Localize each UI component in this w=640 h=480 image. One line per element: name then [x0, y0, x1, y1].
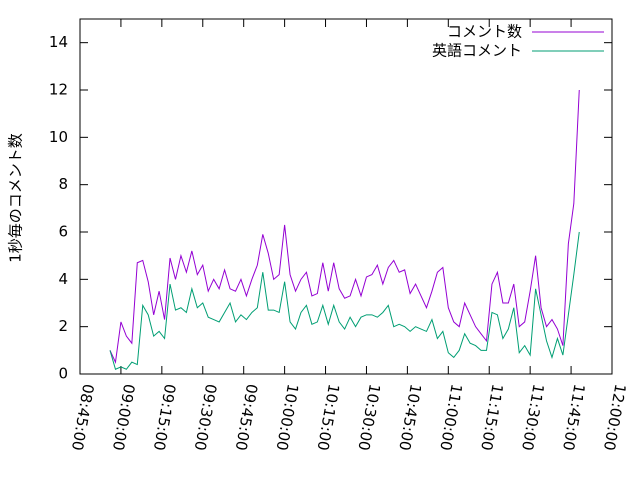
legend-label: 英語コメント — [432, 42, 522, 60]
x-tick-label: 09:45:00 — [232, 383, 261, 452]
y-tick-label: 2 — [58, 317, 68, 335]
series-line — [109, 231, 580, 370]
y-axis-label: 1秒毎のコメント数 — [7, 133, 25, 263]
x-tick-label: 11:15:00 — [477, 383, 506, 452]
x-tick-label: 10:30:00 — [354, 383, 383, 452]
y-tick-label: 14 — [49, 33, 68, 51]
x-tick-label: 08:45:00 — [68, 383, 97, 452]
x-tick-label: 11:45:00 — [559, 383, 588, 452]
x-tick-label: 10:15:00 — [313, 383, 342, 452]
legend-label: コメント数 — [447, 23, 522, 41]
x-tick-label: 10:00:00 — [273, 383, 302, 452]
y-tick-label: 4 — [58, 270, 68, 288]
plot-border — [79, 18, 613, 375]
y-tick-label: 10 — [49, 128, 68, 146]
y-tick-label: 0 — [58, 365, 68, 383]
x-tick-label: 12:00:00 — [600, 383, 629, 452]
y-tick-label: 12 — [49, 81, 68, 99]
x-tick-label: 09:00:00 — [109, 383, 138, 452]
series-line — [109, 89, 580, 364]
x-tick-label: 09:15:00 — [150, 383, 179, 452]
y-tick-label: 8 — [58, 175, 68, 193]
x-tick-label: 11:00:00 — [436, 383, 465, 452]
x-tick-label: 11:30:00 — [518, 383, 547, 452]
x-tick-label: 10:45:00 — [395, 383, 424, 452]
x-tick-label: 09:30:00 — [191, 383, 220, 452]
y-tick-label: 6 — [58, 223, 68, 241]
